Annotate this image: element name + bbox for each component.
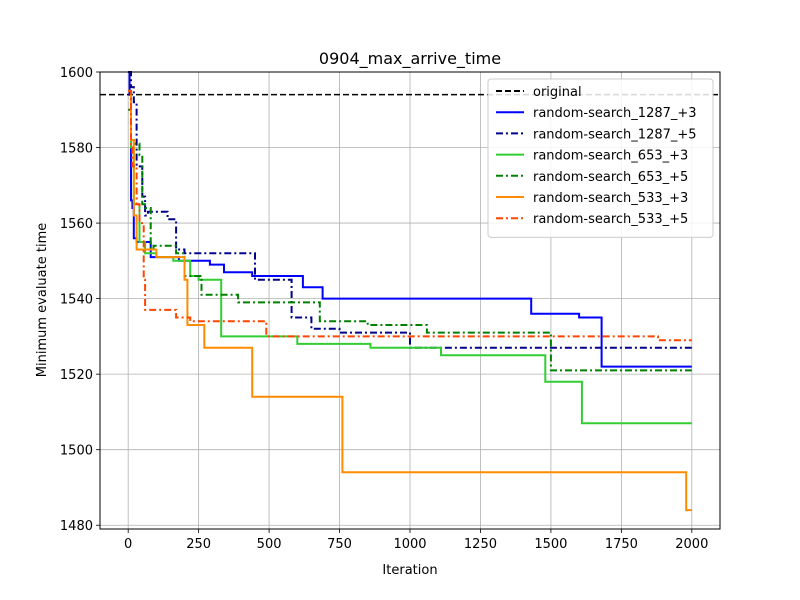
series-line-random-search_653_+5 bbox=[128, 108, 692, 372]
legend-label: random-search_533_+3 bbox=[533, 191, 688, 206]
y-tick-label: 1540 bbox=[60, 293, 93, 308]
series-line-random-search_533_+3 bbox=[128, 89, 692, 512]
legend-label: original bbox=[533, 85, 582, 100]
x-tick-label: 2000 bbox=[675, 537, 708, 552]
y-tick-label: 1560 bbox=[60, 217, 93, 232]
legend-box bbox=[487, 78, 714, 238]
legend-label: random-search_1287_+3 bbox=[533, 106, 697, 121]
legend-label: random-search_653_+5 bbox=[533, 170, 688, 185]
series-line-random-search_1287_+3 bbox=[128, 71, 692, 368]
x-tick-label: 750 bbox=[327, 537, 352, 552]
legend-label: random-search_533_+5 bbox=[533, 212, 688, 227]
x-tick-label: 500 bbox=[257, 537, 282, 552]
y-tick-label: 1580 bbox=[60, 142, 93, 157]
legend: original random-search_1287_+3 random-sear… bbox=[487, 78, 714, 238]
x-axis-label: Iteration bbox=[382, 563, 437, 578]
x-tick-label: 1000 bbox=[393, 537, 426, 552]
series-layer bbox=[100, 71, 720, 512]
series-line-random-search_533_+5 bbox=[128, 89, 692, 342]
x-tick-label: 0 bbox=[124, 537, 132, 552]
x-tick-label: 1250 bbox=[464, 537, 497, 552]
legend-label: random-search_653_+3 bbox=[533, 149, 688, 164]
x-tick-label: 250 bbox=[186, 537, 211, 552]
chart-title: 0904_max_arrive_time bbox=[319, 49, 501, 69]
y-axis-label: Minimum evaluate time bbox=[35, 223, 50, 377]
y-tick-label: 1480 bbox=[60, 519, 93, 534]
x-tick-label: 1500 bbox=[534, 537, 567, 552]
legend-label: random-search_1287_+5 bbox=[533, 127, 697, 142]
y-tick-label: 1600 bbox=[60, 66, 93, 81]
y-tick-label: 1520 bbox=[60, 368, 93, 383]
x-tick-label: 1750 bbox=[605, 537, 638, 552]
series-line-random-search_1287_+5 bbox=[128, 71, 692, 349]
y-tick-label: 1500 bbox=[60, 444, 93, 459]
tick-layer: 0 250 500 750 1000 1250 1500 1750 2000 1480 1500 15… bbox=[60, 66, 708, 552]
